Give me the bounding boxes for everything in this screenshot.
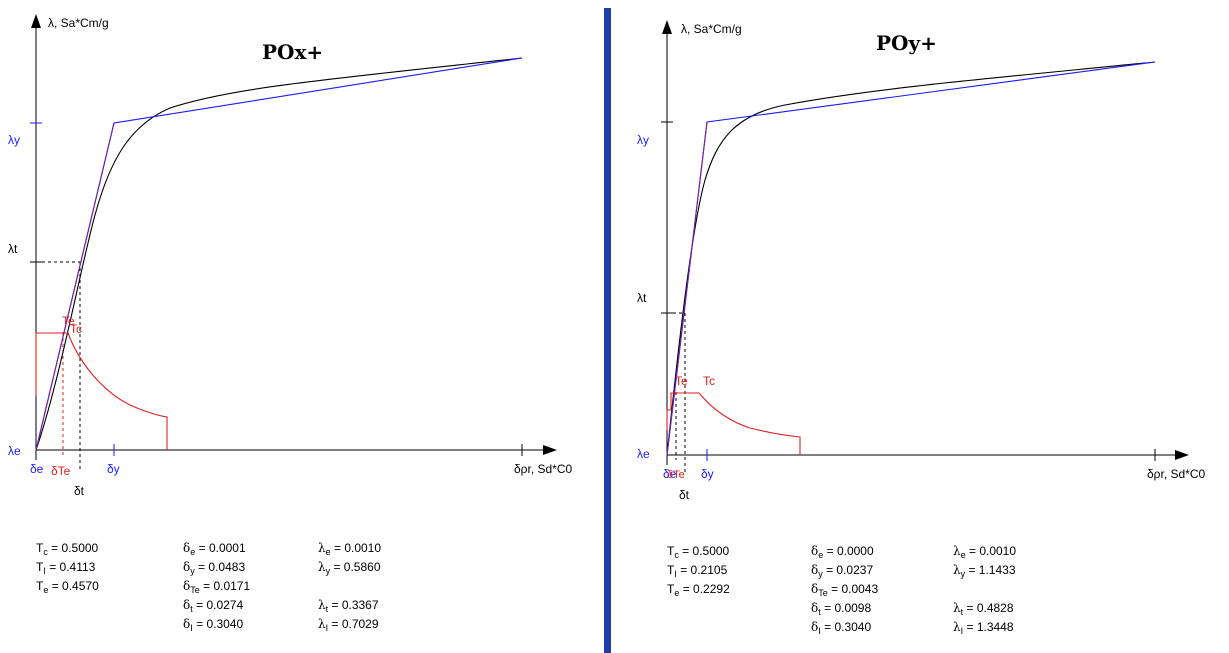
stat-te: Te = 0.2292 [667,582,730,598]
capacity-curve [666,61,1156,456]
chart-panel-pox: POx+ λ, Sa*Cm/g δρr, Sd*C0 λy λt λe δe δ… [0,0,600,653]
te-spectrum-label: Te [675,374,688,388]
lambda-e-label: λe [8,444,21,458]
delta-te-label: δTe [667,469,685,481]
stat-ti: TI = 0.2105 [667,563,728,579]
chart-poy-svg [661,20,1189,472]
stat-dt: δt = 0.0098 [811,601,872,617]
delta-y-label: δy [107,462,120,476]
stat-de: δe = 0.0001 [183,541,246,557]
bilinear-idealization [666,61,1156,456]
stat-ti: TI = 0.4113 [36,560,96,576]
chart-pox-svg [30,14,557,470]
lambda-t-label: λt [8,242,18,256]
lambda-y-label: λy [8,133,20,147]
delta-e-label: δe [663,467,677,481]
tc-spectrum-label: Tc [70,322,82,336]
y-axis-arrow [31,14,41,28]
chart-title: POy+ [876,31,937,55]
stat-de: δe = 0.0000 [811,544,874,560]
chart-title: POx+ [262,40,324,64]
demand-spectrum [666,392,801,455]
y-axis-label: λ, Sa*Cm/g [48,16,109,30]
stat-li: λI = 1.3448 [953,620,1014,636]
y-axis-label: λ, Sa*Cm/g [681,22,742,36]
stat-lt: λt = 0.4828 [953,601,1014,617]
stat-le: λe = 0.0010 [953,544,1017,560]
x-axis-arrow [1175,450,1189,460]
capacity-curve [35,57,523,451]
stat-dte: δTe = 0.0043 [811,582,879,598]
stat-dy: δy = 0.0483 [183,560,246,576]
y-axis-arrow [662,20,672,34]
stat-dte: δTe = 0.0171 [183,579,251,595]
stat-dy: δy = 0.0237 [811,563,874,579]
delta-t-label: δt [679,488,690,502]
stat-li: λI = 0.7029 [318,617,379,633]
te-spectrum-label: Te [62,314,75,328]
elastic-line [35,122,115,451]
x-axis-label: δρr, Sd*C0 [514,462,573,476]
demand-spectrum [35,332,168,450]
delta-e-label: δe [30,462,44,476]
tc-spectrum-label: Tc [703,374,715,388]
stat-ly: λy = 0.5860 [318,560,381,576]
stat-tc: Tc = 0.5000 [667,544,730,560]
delta-t-label: δt [74,484,85,498]
divider-bar [604,8,611,653]
x-axis-arrow [543,445,557,455]
stat-di: δI = 0.3040 [183,617,244,633]
stat-le: λe = 0.0010 [318,541,382,557]
stat-ly: λy = 1.1433 [953,563,1016,579]
delta-te-label: δTe [51,464,71,478]
chart-panel-poy: POy+ λ, Sa*Cm/g δρr, Sd*C0 λy λt λe δe δ… [615,0,1229,653]
stat-di: δI = 0.3040 [811,620,872,636]
lambda-e-label: λe [637,447,650,461]
lambda-y-label: λy [637,133,649,147]
stat-te: Te = 0.4570 [36,579,99,595]
lambda-t-label: λt [637,291,647,305]
elastic-line [666,121,708,456]
stat-lt: λt = 0.3367 [318,598,379,614]
delta-y-label: δy [701,467,714,481]
x-axis-label: δρr, Sd*C0 [1147,467,1206,481]
stat-dt: δt = 0.0274 [183,598,244,614]
stat-tc: Tc = 0.5000 [36,541,99,557]
